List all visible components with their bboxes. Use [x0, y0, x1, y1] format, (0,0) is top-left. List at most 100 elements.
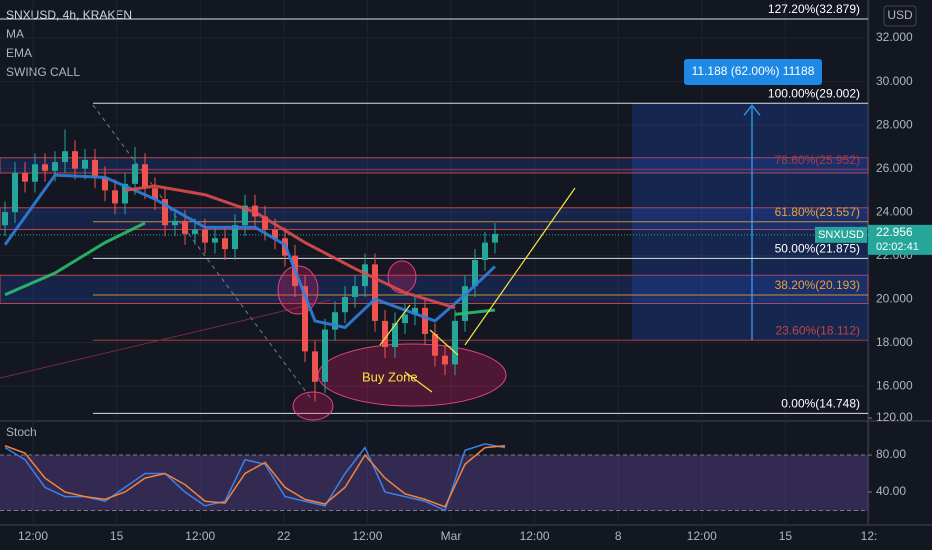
overlay-layer: 16.00018.00020.00022.00024.00026.00028.0…	[18, 2, 932, 543]
candle-body	[212, 238, 218, 243]
currency[interactable]: USD	[887, 8, 913, 22]
candle-body	[232, 225, 238, 250]
overlay-line	[124, 184, 456, 310]
candle-body	[102, 177, 108, 191]
fib-label: 0.00%(14.748)	[781, 397, 860, 411]
candle-body	[242, 205, 248, 226]
candle-body	[82, 159, 88, 169]
measure-label-box	[684, 59, 822, 85]
candle-body	[52, 162, 58, 171]
y-tick-label: 28.000	[876, 117, 913, 131]
trend-line	[0, 299, 331, 379]
highlight-ellipse	[387, 260, 417, 294]
candle-body	[2, 212, 8, 226]
candle-body	[122, 183, 128, 204]
y-tick-label: 18.000	[876, 335, 913, 349]
candle-body	[152, 188, 158, 200]
candle-body	[342, 296, 348, 313]
stoch-line	[4, 445, 506, 508]
y-tick-label: 120.00	[876, 410, 913, 424]
currency-button[interactable]	[883, 5, 917, 27]
arrow	[379, 304, 411, 346]
trend-line	[92, 104, 313, 401]
candle-body	[12, 172, 18, 213]
y-tick-label: 40.00	[876, 484, 906, 498]
candle-body	[472, 259, 478, 287]
x-tick-label: 12:00	[520, 529, 550, 543]
fib-label: 38.20%(20.193)	[775, 278, 860, 292]
candle-body	[452, 320, 458, 365]
chart-title: SNXUSD, 4h, KRAKEN	[6, 8, 132, 22]
measure-arrowhead	[743, 104, 761, 116]
candle-body	[352, 286, 358, 297]
candle-body	[442, 355, 448, 365]
symbol-label: SNXUSD	[818, 229, 864, 241]
y-tick-label: 16.000	[876, 378, 913, 392]
measure-label: 11.188 (62.00%) 11188	[692, 64, 815, 78]
candle-body	[362, 264, 368, 287]
candle-body	[382, 320, 388, 348]
x-tick-label: Mar	[441, 529, 462, 543]
price-tag	[868, 224, 932, 255]
x-tick-label: 15	[110, 529, 124, 543]
y-tick-label: 80.00	[876, 447, 906, 461]
x-tick-label: 22	[277, 529, 291, 543]
candle-body	[492, 233, 498, 243]
candle-body	[132, 164, 138, 184]
candle-body	[182, 220, 188, 234]
candle-body	[72, 151, 78, 169]
zone	[0, 157, 869, 174]
candle-body	[482, 242, 488, 260]
candle-body	[422, 307, 428, 334]
candle-body	[432, 333, 438, 356]
overlay-line	[3, 173, 497, 330]
y-tick-label: 32.000	[876, 30, 913, 44]
fib-label: 100.00%(29.002)	[768, 86, 860, 100]
candle-body	[312, 351, 318, 382]
zone	[0, 207, 869, 231]
candle-body	[202, 229, 208, 243]
indicator: MA	[6, 27, 24, 41]
candle-body	[322, 329, 328, 382]
pane-title: Stoch	[6, 425, 37, 439]
candle-body	[462, 286, 468, 321]
arrow	[404, 371, 433, 393]
candle-body	[162, 199, 168, 226]
arrow	[464, 187, 576, 346]
x-tick-label: 15	[779, 529, 793, 543]
stoch-band	[0, 455, 868, 511]
candle-body	[22, 172, 28, 182]
fib-label: 50.00%(21.875)	[775, 242, 860, 256]
x-tick-label: 12:00	[687, 529, 717, 543]
main-pane	[0, 0, 932, 526]
countdown: 02:02:41	[876, 241, 919, 253]
candle-body	[192, 229, 198, 234]
x-tick-label: 12:	[861, 529, 878, 543]
y-tick-label: 30.000	[876, 74, 913, 88]
candle-body	[372, 264, 378, 321]
y-tick-label: 24.000	[876, 204, 913, 218]
x-tick-label: 12:00	[18, 529, 48, 543]
candle-body	[262, 216, 268, 230]
candle-body	[272, 229, 278, 239]
highlight-ellipse	[292, 391, 334, 421]
candle-body	[392, 323, 398, 348]
zone	[0, 274, 869, 305]
candle-body	[302, 286, 308, 352]
candle-body	[92, 159, 98, 178]
y-tick-label: 26.000	[876, 161, 913, 175]
fib-label: 127.20%(32.879)	[768, 2, 860, 16]
x-tick-label: 8	[615, 529, 622, 543]
candle-body	[402, 314, 408, 324]
price-label: 22.956	[876, 225, 913, 239]
x-tick-label: 12:00	[352, 529, 382, 543]
annotation: Buy Zone	[362, 369, 418, 384]
candle-body	[412, 307, 418, 315]
fib-label: 78.60%(25.952)	[775, 153, 860, 167]
symbol-tag	[815, 226, 867, 243]
indicator: SWING CALL	[6, 65, 80, 79]
indicator: EMA	[6, 46, 32, 60]
candle-body	[142, 164, 148, 189]
candle-body	[42, 164, 48, 171]
